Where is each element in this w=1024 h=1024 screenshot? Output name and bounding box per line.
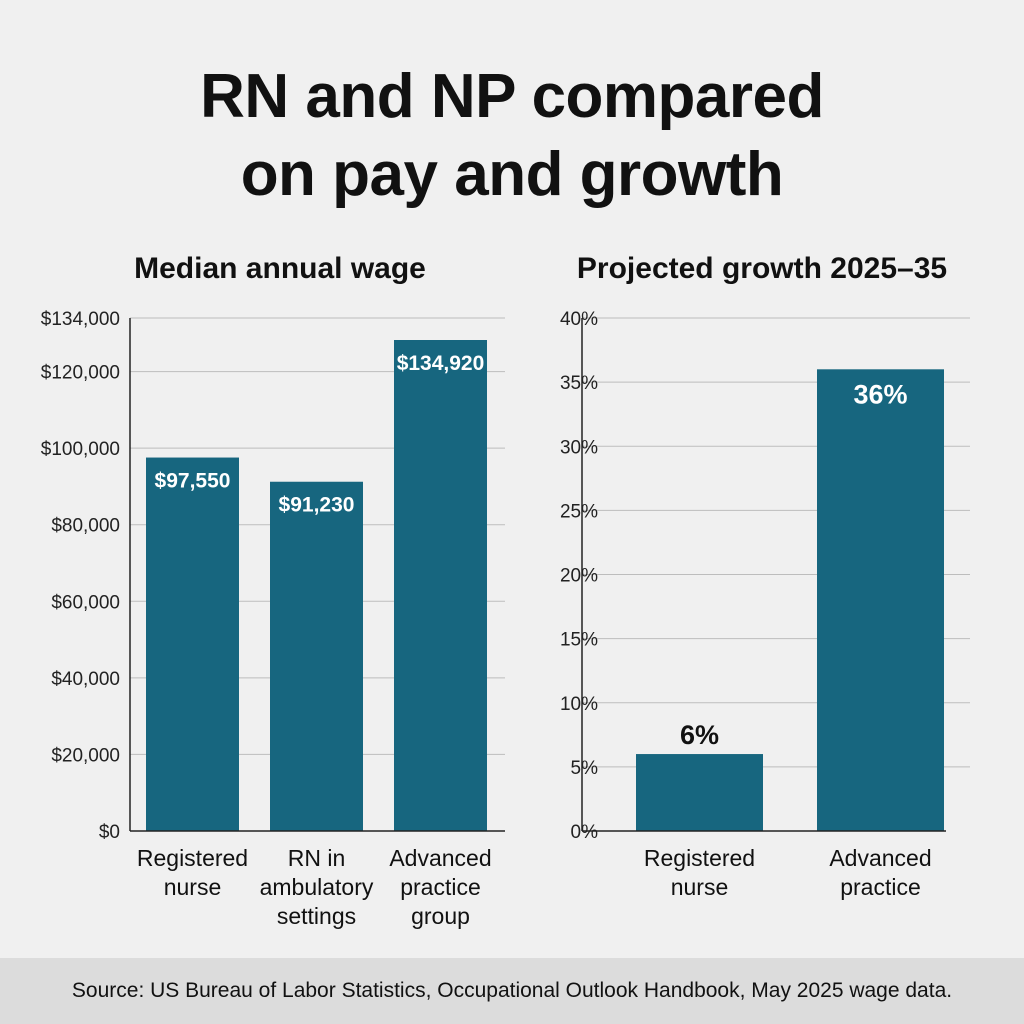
page-title: RN and NP compared on pay and growth [0, 58, 1024, 214]
chart-2-title: Projected growth 2025–35 [577, 252, 947, 285]
chart-1-y-tick-label: $134,000 [41, 309, 120, 330]
chart-2-y-tick-label: 20% [560, 566, 598, 587]
chart-1-title: Median annual wage [134, 252, 426, 285]
chart-2-y-tick-label: 35% [560, 373, 598, 394]
source-footer: Source: US Bureau of Labor Statistics, O… [0, 958, 1024, 1024]
chart-1-y-tick-label: $100,000 [41, 439, 120, 460]
chart-2-y-tick-label: 10% [560, 694, 598, 715]
chart-2-category-label: Registered [644, 845, 755, 871]
chart-1-y-tick-label: $60,000 [51, 592, 120, 613]
title-line-2: on pay and growth [240, 140, 784, 209]
chart-2-y-tick-label: 5% [571, 758, 599, 779]
charts-canvas: Median annual wage $0 $20,000 $40,000 $60,00… [41, 252, 970, 929]
chart-1-data-label: $134,920 [397, 352, 485, 375]
chart-2-y-tick-label: 30% [560, 437, 598, 458]
chart-2-category-label: Advanced [829, 845, 931, 871]
chart-1-category-label: settings [277, 903, 356, 929]
chart-2-data-label: 6% [680, 720, 719, 750]
chart-2-y-tick-label: 40% [560, 309, 598, 330]
chart-1-y-tick-label: $80,000 [51, 516, 120, 537]
chart-2-bar [817, 369, 944, 831]
chart-1-y-tick-label: $120,000 [41, 363, 120, 384]
chart-1-category-label: Advanced [389, 845, 491, 871]
chart-2-y-tick-label: 0% [571, 822, 599, 843]
chart-1-category-label: RN in [288, 845, 346, 871]
chart-2-y-tick-label: 25% [560, 501, 598, 522]
chart-1-category-label: practice [400, 874, 481, 900]
chart-1-category-label: group [411, 903, 470, 929]
chart-1-bar [270, 481, 363, 831]
chart-2-category-label: practice [840, 874, 921, 900]
chart-1-category-label: Registered [137, 845, 248, 871]
source-text: Source: US Bureau of Labor Statistics, O… [71, 979, 953, 1002]
title-line-1: RN and NP compared [200, 62, 824, 131]
chart-1-bar [146, 457, 239, 831]
chart-1-data-label: $91,230 [279, 494, 355, 517]
chart-2-bar [636, 754, 763, 831]
chart-1-category-label: ambulatory [260, 874, 374, 900]
chart-2-y-tick-label: 15% [560, 630, 598, 651]
chart-1-y-tick-label: $20,000 [51, 745, 120, 766]
chart-2-data-label: 36% [853, 379, 907, 409]
chart-1-y-tick-label: $40,000 [51, 669, 120, 690]
chart-2-category-label: nurse [671, 874, 729, 900]
chart-1-y-tick-label: $0 [99, 822, 120, 843]
chart-1-category-label: nurse [164, 874, 222, 900]
chart-1-bar [394, 340, 487, 831]
chart-1-data-label: $97,550 [155, 470, 231, 493]
